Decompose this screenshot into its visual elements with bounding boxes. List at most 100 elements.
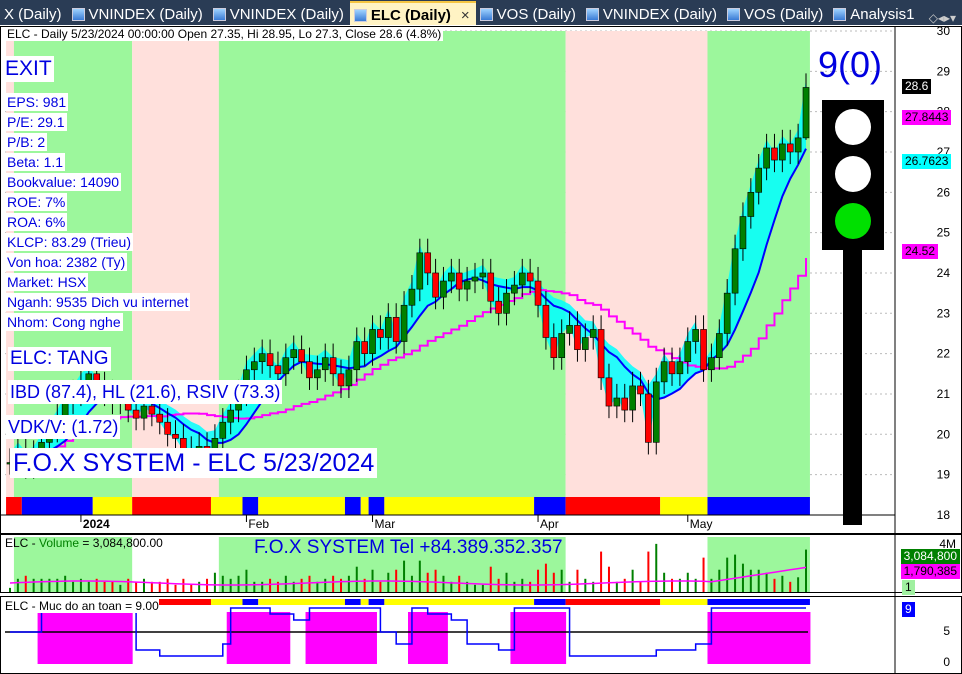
- safety-block: [242, 612, 251, 664]
- signal-strip-segment: [660, 497, 708, 515]
- safety-block: [770, 612, 779, 664]
- safety-block: [439, 612, 448, 664]
- chart-icon: [833, 7, 847, 21]
- tab-6[interactable]: VOS (Daily): [723, 1, 829, 25]
- candle: [148, 405, 156, 415]
- volume-bar: [253, 581, 256, 592]
- volume-bar: [269, 578, 272, 592]
- safety-block: [526, 612, 535, 664]
- volume-bar: [95, 578, 98, 592]
- tab-2[interactable]: VNINDEX (Daily): [209, 1, 350, 25]
- trend-label: ELC: TANG: [8, 347, 111, 371]
- price-tick: 19: [937, 468, 951, 482]
- tab-0[interactable]: X (Daily): [0, 1, 68, 25]
- tab-4[interactable]: VOS (Daily): [476, 1, 582, 25]
- volume-bar: [111, 581, 114, 592]
- candle: [550, 337, 558, 358]
- volume-ma-line: [9, 566, 807, 586]
- candle: [361, 341, 368, 354]
- info-item: P/E: 29.1: [5, 113, 67, 131]
- tab-7[interactable]: Analysis1: [829, 1, 920, 25]
- candle: [251, 361, 258, 371]
- tab-5[interactable]: VNINDEX (Daily): [582, 1, 723, 25]
- info-item: ROA: 6%: [5, 213, 68, 231]
- volume-bar: [119, 584, 122, 592]
- volume-bar: [434, 569, 437, 592]
- safety-strip-segment: [210, 599, 243, 605]
- price-tick: 25: [937, 226, 951, 240]
- tab-scroll-arrows[interactable]: ◇◂▸▾: [928, 11, 956, 25]
- volume-title-name: Volume: [39, 536, 80, 550]
- price-badge: 24.52: [902, 244, 939, 259]
- volume-bar: [418, 560, 421, 592]
- candle: [400, 304, 408, 342]
- signal-strip-segment: [6, 497, 22, 515]
- candle: [164, 421, 171, 435]
- safety-axis-5: 5: [943, 624, 950, 638]
- price-badge: 27.8443: [902, 109, 952, 125]
- volume-bar: [213, 572, 216, 592]
- trend-zone: [565, 31, 708, 497]
- volume-bar: [694, 578, 697, 592]
- chart-header: ELC - Daily 5/23/2024 00:00:00 Open 27.3…: [5, 27, 444, 41]
- safety-block: [45, 612, 54, 664]
- candle: [377, 329, 384, 338]
- tab-label: VNINDEX (Daily): [229, 5, 344, 23]
- tab-3[interactable]: ELC (Daily) ×: [349, 1, 476, 25]
- volume-bar: [292, 581, 295, 592]
- safety-strip-segment: [565, 599, 661, 605]
- volume-bar: [773, 578, 776, 592]
- signal-strip-segment: [258, 497, 345, 515]
- volume-bar: [552, 572, 555, 592]
- volume-bar: [332, 575, 335, 592]
- vdk-label: VDK/V: (1.72): [6, 415, 121, 439]
- tab-1[interactable]: VNINDEX (Daily): [68, 1, 209, 25]
- candle: [503, 292, 510, 314]
- volume-bar: [529, 581, 532, 592]
- candle: [723, 292, 731, 334]
- safety-block: [266, 612, 275, 664]
- volume-bar: [150, 581, 153, 592]
- info-item: Beta: 1.1: [5, 153, 66, 171]
- volume-bar: [749, 569, 752, 592]
- close-icon[interactable]: ×: [460, 6, 470, 24]
- safety-strip-segment: [258, 599, 345, 605]
- safety-block: [53, 612, 62, 664]
- volume-bar: [741, 563, 744, 592]
- candle: [227, 409, 234, 423]
- candle: [779, 143, 786, 161]
- chart-icon: [727, 7, 741, 21]
- candle: [471, 276, 479, 282]
- safety-block: [549, 612, 559, 664]
- volume-bar: [615, 581, 618, 592]
- candle: [329, 357, 337, 375]
- candle: [692, 329, 699, 342]
- volume-bar: [537, 569, 540, 592]
- candle: [290, 349, 298, 358]
- signal-strip-segment: [384, 497, 535, 515]
- safety-block: [124, 612, 133, 664]
- candle: [771, 147, 778, 161]
- volume-bar: [765, 572, 768, 592]
- volume-bar: [347, 575, 350, 592]
- candle: [637, 385, 644, 395]
- candle: [369, 329, 376, 354]
- candle: [424, 252, 432, 274]
- volume-bar: [797, 577, 800, 592]
- candle: [574, 325, 581, 350]
- candle: [629, 385, 636, 411]
- candle: [408, 288, 416, 306]
- tab-label: Analysis1: [850, 5, 915, 23]
- price-tick: 30: [937, 25, 951, 38]
- safety-strip-segment: [534, 599, 566, 605]
- price-badge: 28.6: [902, 79, 932, 95]
- volume-title: ELC - Volume = 3,084,800.00: [5, 536, 163, 550]
- candle: [747, 192, 755, 217]
- safety-block: [794, 612, 803, 664]
- volume-bar: [450, 581, 453, 592]
- x-tick-label: Apr: [540, 517, 559, 531]
- safety-block: [541, 612, 551, 664]
- signal-strip-segment: [344, 497, 361, 515]
- volume-bar: [56, 578, 59, 592]
- candle: [802, 87, 810, 139]
